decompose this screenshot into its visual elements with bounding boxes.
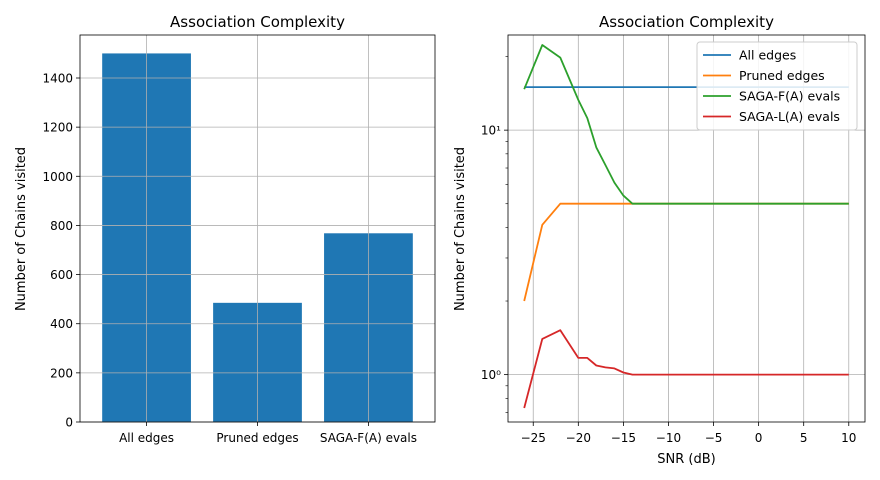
x-tick-label: −10 <box>656 431 681 445</box>
x-tick-label: −15 <box>611 431 636 445</box>
y-tick-label: 1400 <box>42 72 73 86</box>
line-chart-axes: −25 −20 −15 −10 −5 0 5 10 10⁰ 10¹ <box>481 34 866 445</box>
y-tick-label: 200 <box>50 366 73 380</box>
x-tick-label: SAGA-F(A) evals <box>320 431 417 445</box>
bar-chart-ylabel: Number of Chains visited <box>14 147 29 311</box>
legend-label: All edges <box>739 48 796 63</box>
series-line <box>523 44 849 205</box>
bar-chart: Association Complexity Number of Chains … <box>14 13 436 445</box>
y-tick-label: 1200 <box>42 121 73 135</box>
bar-chart-title: Association Complexity <box>170 13 345 31</box>
series-line <box>523 329 849 409</box>
x-tick-label: −20 <box>566 431 591 445</box>
x-tick-label: Pruned edges <box>216 431 298 445</box>
y-tick-label: 0 <box>65 416 73 430</box>
legend-box <box>696 41 858 131</box>
line-chart-ylabel: Number of Chains visited <box>453 147 468 311</box>
legend: All edges Pruned edges SAGA-F(A) evals SAGA… <box>696 41 858 131</box>
line-chart: Association Complexity Number of Chains … <box>453 13 866 467</box>
x-tick-label: All edges <box>119 431 174 445</box>
bar-chart-grid <box>80 35 435 423</box>
plot-frame <box>507 34 866 423</box>
series-line <box>523 202 849 302</box>
legend-label: SAGA-F(A) evals <box>739 89 840 104</box>
y-tick-label: 800 <box>50 219 73 233</box>
x-tick-label: 0 <box>755 431 763 445</box>
x-tick-label: −5 <box>705 431 723 445</box>
legend-label: SAGA-L(A) evals <box>739 109 840 124</box>
y-tick-label: 600 <box>50 268 73 282</box>
y-tick-label: 400 <box>50 317 73 331</box>
x-tick-label: −25 <box>521 431 546 445</box>
legend-label: Pruned edges <box>739 68 825 83</box>
bar-chart-axes: 0 200 400 600 800 1000 1200 1400 All edges Pruned… <box>42 34 436 445</box>
y-tick-label: 1000 <box>42 170 73 184</box>
x-tick-label: 5 <box>800 431 808 445</box>
y-tick-label: 10¹ <box>481 124 501 138</box>
y-tick-label: 10⁰ <box>481 368 501 382</box>
line-chart-title: Association Complexity <box>599 13 774 31</box>
line-chart-xlabel: SNR (dB) <box>657 452 715 467</box>
x-tick-label: 10 <box>841 431 856 445</box>
plot-frame <box>79 34 436 423</box>
